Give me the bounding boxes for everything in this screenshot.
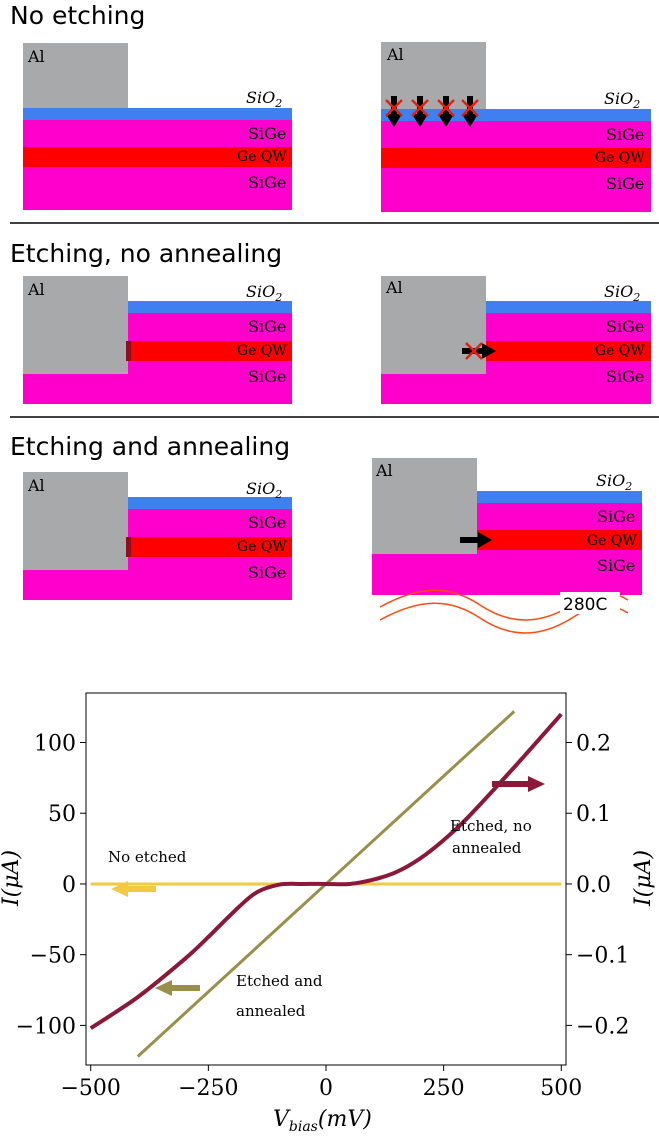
y-right-tick-label: 0.1 [576,802,611,827]
right-arrow-icon-etched-no-annealed [492,776,545,792]
bottom-sige-label: SiGe [248,367,286,386]
series-layer [89,710,563,1058]
top-sige-label: SiGe [606,125,644,144]
x-tick-label: 500 [540,1076,582,1101]
stack-etching-left: Al SiO2 SiGe Ge QW SiGe [23,276,292,404]
right-arrow-icon [460,532,492,548]
bottom-sige-label: SiGe [597,556,635,575]
top-sige-layer [381,121,651,148]
y-right-tick-label: −0.2 [576,1014,629,1039]
label-no-etched: No etched [108,848,187,866]
ge-qw-label: Ge QW [237,539,287,555]
y-axis-left-label: I(μA) [0,850,24,907]
al-label: Al [386,45,404,64]
x-axis-label: Vbias(mV) [273,1107,372,1135]
sio2-label: SiO2 [246,282,282,304]
sio2-label: SiO2 [596,471,632,493]
y-left-tick-label: 50 [48,802,76,827]
ge-qw-label: Ge QW [595,343,645,359]
y-right-tick-label: 0.0 [576,873,611,898]
y-axis-left: −100 −50 0 50 100 [16,732,86,1039]
y-axis-right-label: I(μA) [631,850,656,907]
down-arrow-icon [385,96,403,127]
bottom-sige-layer [23,167,292,210]
x-axis: −500 −250 0 250 500 [60,1065,582,1101]
al-label: Al [385,278,403,297]
stack-no-etching-left: Al SiO2 SiGe Ge QW SiGe [23,43,292,210]
bottom-sige-label: SiGe [606,174,644,193]
down-arrow-icon [411,96,429,127]
blocked-right-arrow-icon [462,342,496,360]
al-label: Al [27,280,45,299]
x-tick-label: 0 [319,1076,333,1101]
top-sige-label: SiGe [248,317,286,336]
y-left-tick-label: 0 [62,873,76,898]
x-tick-label: 250 [423,1076,465,1101]
y-axis-right: −0.2 −0.1 0.0 0.1 0.2 [566,732,629,1039]
bottom-sige-label: SiGe [606,367,644,386]
bottom-sige-layer [381,168,651,212]
al-label: Al [27,47,45,66]
contact-interface [126,341,131,361]
stack-no-etching-right: Al SiO2 SiGe Ge QW SiGe [381,42,651,212]
y-left-tick-label: −100 [16,1014,76,1039]
bottom-sige-label: SiGe [248,173,286,192]
stack-etching-right: Al SiO2 SiGe Ge QW SiGe [381,276,651,404]
ge-qw-layer [23,147,292,167]
sio2-layer [23,108,292,120]
ge-qw-label: Ge QW [595,150,645,166]
label-etched-annealed-line1: Etched and [236,972,323,990]
top-sige-label: SiGe [597,507,635,526]
plot-frame [85,692,567,1066]
stack-annealing-right: Al SiO2 SiGe Ge QW SiGe 280C [372,458,642,634]
temperature-label-bg [560,592,620,614]
label-etched-no-annealed-line2: annealed [452,839,522,857]
x-tick-label: −250 [178,1076,238,1101]
al-label: Al [375,461,393,480]
left-arrow-icon-etched-annealed [155,980,200,996]
al-contact [372,458,477,554]
section-title-no-etching: No etching [10,1,145,30]
y-right-tick-label: −0.1 [576,944,629,969]
al-contact [23,43,128,108]
sio2-label: SiO2 [246,88,282,110]
left-arrow-icon-no-etched [111,881,156,897]
x-tick-label: −500 [60,1076,120,1101]
bottom-sige-layer [372,550,642,595]
y-left-tick-label: 100 [34,732,76,757]
y-left-tick-label: −50 [30,944,76,969]
ge-qw-label: Ge QW [237,149,287,165]
temperature-label: 280C [563,595,607,615]
stack-annealing-left: Al SiO2 SiGe Ge QW SiGe [23,472,292,600]
down-arrow-icon [461,96,479,127]
section-title-etching-no-annealing: Etching, no annealing [10,239,282,268]
top-sige-layer [23,120,292,147]
top-sige-label: SiGe [248,124,286,143]
y-right-tick-label: 0.2 [576,732,611,757]
sio2-label: SiO2 [246,479,282,501]
contact-interface [126,537,131,557]
section-title-etching-and-annealing: Etching and annealing [10,432,290,461]
sio2-label: SiO2 [604,89,640,111]
label-etched-no-annealed-line1: Etched, no [450,817,532,835]
al-label: Al [27,476,45,495]
al-contact [23,276,128,374]
sio2-label: SiO2 [604,282,640,304]
top-sige-label: SiGe [606,317,644,336]
ge-qw-layer [381,148,651,168]
ge-qw-label: Ge QW [587,533,637,549]
series-etched-no-annealed [89,712,563,1030]
label-etched-annealed-line2: annealed [236,1002,306,1020]
bottom-sige-label: SiGe [248,563,286,582]
al-contact [23,472,128,570]
ge-qw-label: Ge QW [237,343,287,359]
top-sige-label: SiGe [248,513,286,532]
blocked-diffusion-arrows [385,96,479,127]
down-arrow-icon [437,96,455,127]
